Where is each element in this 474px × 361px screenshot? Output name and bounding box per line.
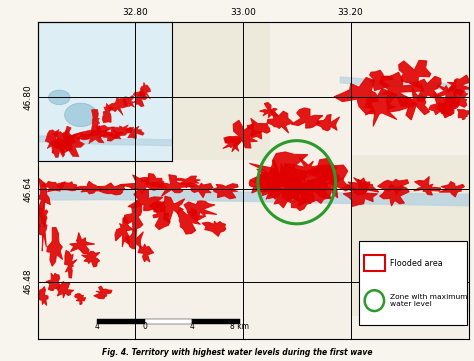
Bar (192, 318, 239, 324)
Polygon shape (316, 114, 339, 131)
Polygon shape (175, 176, 201, 188)
Text: Zone with maximum
water level: Zone with maximum water level (390, 294, 467, 307)
Polygon shape (428, 93, 459, 118)
Polygon shape (449, 90, 468, 107)
Polygon shape (64, 251, 77, 278)
Text: 8 km: 8 km (230, 322, 249, 331)
Polygon shape (457, 109, 471, 120)
Text: Fig. 4. Territory with highest water levels during the first wave: Fig. 4. Territory with highest water lev… (102, 348, 372, 357)
Polygon shape (258, 163, 312, 202)
Polygon shape (439, 182, 465, 197)
Polygon shape (119, 175, 167, 194)
Polygon shape (289, 157, 323, 181)
Polygon shape (343, 179, 378, 206)
Polygon shape (249, 172, 269, 193)
Polygon shape (258, 175, 289, 199)
Polygon shape (432, 80, 466, 106)
Polygon shape (380, 184, 409, 206)
FancyBboxPatch shape (162, 22, 270, 160)
Polygon shape (151, 175, 196, 196)
Text: 4: 4 (190, 322, 194, 331)
Polygon shape (94, 286, 112, 299)
Polygon shape (370, 70, 393, 91)
Polygon shape (225, 120, 262, 152)
Text: Flooded area: Flooded area (390, 258, 443, 268)
Polygon shape (364, 88, 397, 126)
Polygon shape (128, 189, 163, 211)
Polygon shape (75, 294, 85, 305)
Polygon shape (46, 273, 60, 291)
Polygon shape (124, 229, 144, 249)
Polygon shape (397, 88, 429, 120)
Polygon shape (255, 160, 292, 194)
Polygon shape (115, 217, 134, 247)
Bar (364, 255, 384, 271)
Polygon shape (178, 209, 206, 234)
Polygon shape (57, 282, 73, 298)
Polygon shape (300, 177, 331, 204)
Polygon shape (74, 181, 101, 194)
Polygon shape (47, 227, 63, 266)
Polygon shape (123, 200, 143, 232)
Polygon shape (140, 174, 162, 186)
Polygon shape (304, 158, 348, 192)
Polygon shape (399, 60, 431, 84)
Polygon shape (410, 76, 441, 101)
Polygon shape (36, 199, 48, 227)
Polygon shape (319, 162, 339, 180)
FancyBboxPatch shape (359, 241, 466, 325)
Polygon shape (202, 221, 226, 236)
Polygon shape (138, 244, 154, 262)
Polygon shape (341, 178, 379, 195)
Polygon shape (447, 75, 474, 96)
Text: 0: 0 (142, 322, 147, 331)
Polygon shape (334, 77, 378, 114)
Polygon shape (414, 177, 441, 195)
Polygon shape (267, 164, 315, 203)
Polygon shape (213, 184, 238, 199)
Polygon shape (378, 179, 409, 195)
Polygon shape (184, 201, 217, 221)
Polygon shape (249, 152, 310, 196)
Polygon shape (154, 196, 185, 222)
Polygon shape (293, 165, 333, 206)
Polygon shape (223, 136, 241, 151)
FancyBboxPatch shape (351, 155, 469, 316)
Bar (97, 318, 145, 324)
Polygon shape (70, 232, 95, 254)
Polygon shape (268, 183, 298, 208)
Polygon shape (283, 177, 314, 202)
Polygon shape (149, 201, 170, 230)
Polygon shape (57, 182, 78, 191)
Polygon shape (247, 118, 270, 139)
Polygon shape (380, 72, 424, 112)
Polygon shape (82, 251, 100, 267)
Polygon shape (290, 190, 312, 211)
Polygon shape (97, 183, 125, 195)
Polygon shape (36, 178, 50, 218)
Polygon shape (267, 110, 293, 133)
Polygon shape (37, 213, 47, 251)
Polygon shape (260, 103, 278, 118)
Polygon shape (437, 99, 459, 116)
Polygon shape (38, 287, 48, 305)
Text: 4: 4 (95, 322, 100, 331)
Polygon shape (292, 108, 323, 128)
Polygon shape (319, 174, 351, 198)
Polygon shape (42, 182, 65, 192)
Polygon shape (187, 183, 213, 198)
Bar (145, 318, 192, 324)
